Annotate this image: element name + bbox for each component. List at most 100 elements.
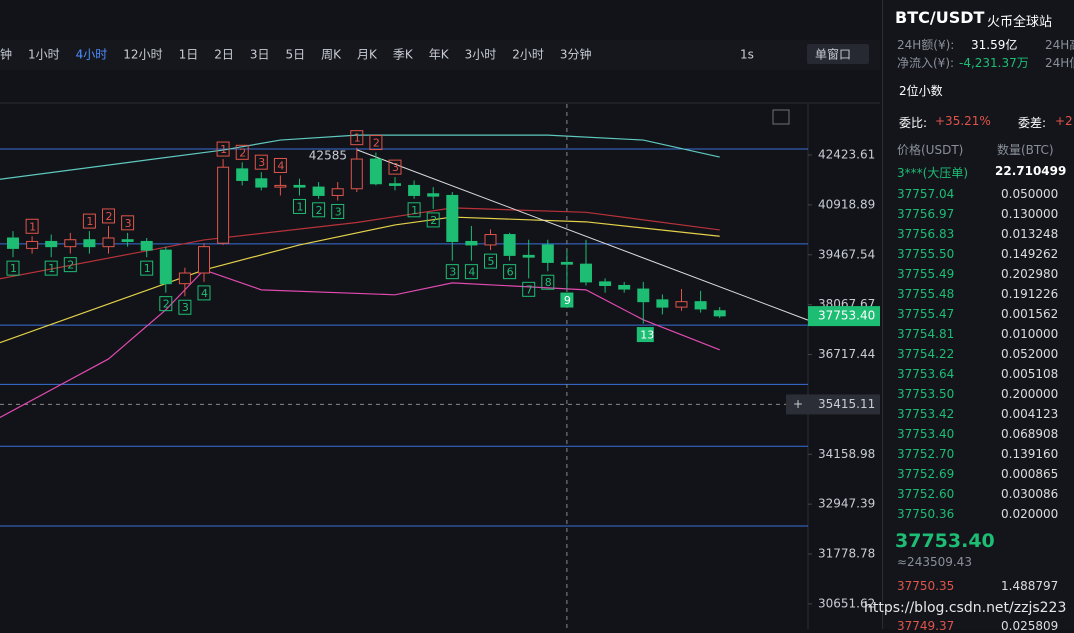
td-box	[6, 260, 20, 276]
y-tick-label: 34158.98	[818, 447, 875, 461]
candle-body	[465, 240, 478, 246]
candle-body	[64, 239, 77, 248]
candle-body	[427, 193, 440, 197]
ask-qty: 0.030086	[1001, 487, 1059, 501]
expand-icon[interactable]	[772, 109, 790, 125]
candle-body	[656, 299, 669, 308]
candle-body	[255, 178, 268, 188]
candle-body	[159, 249, 172, 285]
window-label[interactable]: 单窗口	[815, 48, 851, 62]
interval-tab[interactable]: 12小时	[123, 48, 162, 62]
candle-body	[618, 284, 631, 290]
interval-tab[interactable]: 5日	[286, 48, 306, 62]
interval-tab[interactable]: 3日	[250, 48, 270, 62]
window-button[interactable]	[807, 44, 869, 64]
vol: 31.59亿	[971, 38, 1018, 52]
candle-body	[45, 240, 58, 248]
td-label: 3	[335, 205, 342, 218]
ask-qty: 0.010000	[1001, 327, 1059, 341]
td-box	[102, 208, 115, 224]
candle-body	[26, 240, 39, 249]
trend-line	[356, 149, 809, 321]
diff-label: 委差:	[1018, 116, 1047, 130]
td-label: 8	[545, 276, 552, 289]
ask-price: 37753.42	[897, 407, 955, 421]
td-box	[522, 281, 536, 297]
td-label: 1	[297, 200, 304, 213]
candle-body	[178, 272, 191, 285]
crosshair-label: 35415.11	[818, 397, 875, 411]
candle-body	[140, 240, 153, 251]
td-label: 2	[163, 298, 170, 311]
candle-body	[599, 281, 612, 286]
td-box	[82, 213, 96, 229]
ask-qty: 0.020000	[1001, 507, 1059, 521]
td-label: 2	[106, 210, 113, 223]
td-box	[216, 141, 230, 157]
candle-body	[293, 184, 306, 188]
td-box	[560, 292, 574, 308]
diff: +2.7	[1055, 114, 1074, 128]
td-label: 3	[258, 156, 265, 169]
td-box	[235, 144, 249, 160]
interval-tab[interactable]: 2日	[214, 48, 234, 62]
low-label: 24H低	[1045, 56, 1074, 70]
ask-qty: 0.202980	[1001, 267, 1059, 281]
interval-tab[interactable]: 月K	[357, 48, 378, 62]
td-label: 3	[449, 266, 456, 279]
interval-tab[interactable]: 1日	[179, 48, 199, 62]
ratio-label: 委比:	[899, 116, 928, 130]
peak-label: 42585	[309, 148, 347, 162]
ask-price: 37755.47	[897, 307, 955, 321]
ask-price: 37755.48	[897, 287, 955, 301]
td-label: 13	[640, 329, 654, 342]
candle-body	[102, 237, 115, 248]
ask-price: 37754.81	[897, 327, 955, 341]
flow-label: 净流入(¥):	[897, 56, 955, 70]
interval-tab[interactable]: 3分钟	[560, 47, 592, 62]
y-tick-label: 32947.39	[818, 497, 875, 511]
ask-price: 37752.70	[897, 447, 955, 461]
interval-tab[interactable]: 4小时	[76, 48, 108, 62]
td-label: 9	[564, 294, 571, 307]
td-box	[484, 253, 497, 269]
td-box	[636, 327, 654, 343]
interval-tab[interactable]: 年K	[429, 48, 450, 62]
big-ask-qty: 22.710499	[995, 164, 1067, 178]
candle-body	[350, 158, 363, 190]
ask-price: 37757.04	[897, 187, 955, 201]
symbol: BTC/USDT	[895, 8, 985, 27]
toolbar-bg	[0, 40, 880, 70]
interval-tab[interactable]: 钟	[0, 47, 12, 62]
td-box	[273, 157, 287, 173]
last-price-label: 37753.40	[818, 309, 875, 323]
candle-body	[236, 168, 249, 181]
td-box	[503, 264, 517, 280]
flow: -4,231.37万	[959, 56, 1029, 70]
ask-qty: 0.052000	[1001, 347, 1059, 361]
td-label: 1	[86, 215, 93, 228]
candle-body	[713, 310, 726, 317]
indicator-line	[0, 134, 720, 180]
interval-tab[interactable]: 周K	[321, 48, 342, 62]
td-label: 4	[201, 287, 208, 300]
interval-tab[interactable]: 1小时	[28, 48, 60, 62]
td-box	[293, 198, 306, 214]
interval-tab[interactable]: 季K	[393, 48, 414, 62]
td-box	[63, 257, 77, 273]
interval-tab[interactable]: 3小时	[465, 48, 497, 62]
speed[interactable]: 1s	[740, 48, 754, 62]
crosshair-label-bg	[786, 394, 880, 415]
bid-price: 37749.37	[897, 619, 955, 633]
candle-body	[121, 239, 134, 242]
ask-price: 37756.83	[897, 227, 955, 241]
interval-tab[interactable]: 2小时	[512, 48, 544, 62]
candle-body	[7, 237, 19, 249]
big-ask-price: 3***(大压单)	[897, 166, 968, 180]
ask-price: 37753.50	[897, 387, 955, 401]
ask-price: 37750.36	[897, 507, 955, 521]
last-price-bg	[808, 306, 880, 327]
indicator-line	[0, 216, 720, 344]
